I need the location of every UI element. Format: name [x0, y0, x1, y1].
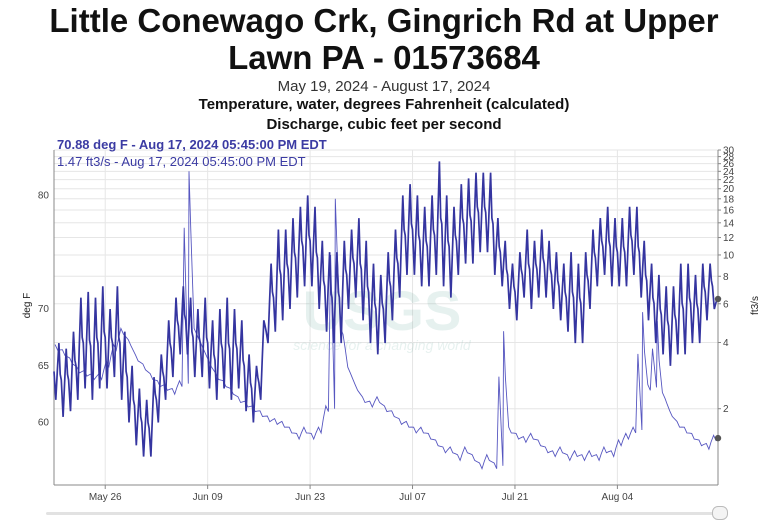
x-tick-label: Jun 23 [295, 492, 325, 503]
y-right-tick-label: 8 [723, 272, 729, 283]
date-range: May 19, 2024 - August 17, 2024 [277, 78, 491, 95]
y-left-tick-label: 80 [38, 190, 50, 201]
y-right-tick-label: 20 [723, 184, 735, 195]
x-tick-label: Jun 09 [193, 492, 223, 503]
time-scrollbar-handle[interactable] [712, 506, 728, 520]
x-tick-label: Aug 04 [602, 492, 634, 503]
axes [53, 150, 719, 486]
time-scrollbar-track[interactable] [46, 512, 722, 515]
chart-title-line-1: Little Conewago Crk, Gingrich Rd at Uppe… [49, 2, 719, 39]
chart-title-line-2: Lawn PA - 01573684 [228, 39, 540, 76]
y-right-tick-label: 6 [723, 299, 729, 310]
y-right-tick-label: 26 [723, 159, 735, 170]
y-right-tick-label: 22 [723, 175, 735, 186]
y-axis-left-ticks: 60 65 70 80 [38, 190, 50, 428]
y-right-tick-label: 28 [723, 152, 735, 163]
y-right-tick-label: 30 [723, 146, 735, 157]
y-left-tick-label: 65 [38, 361, 50, 372]
y-right-tick-label: 16 [723, 206, 735, 217]
y-right-tick-label: 18 [723, 194, 735, 205]
x-tick-label: Jul 07 [399, 492, 426, 503]
y-axis-left-label: deg F [22, 293, 33, 319]
discharge-readout: 1.47 ft3/s - Aug 17, 2024 05:45:00 PM ED… [57, 154, 306, 169]
temperature-current-point [714, 295, 722, 303]
watermark-tagline: science for a changing world [293, 337, 472, 353]
x-tick-label: May 26 [89, 492, 122, 503]
discharge-current-point [714, 434, 722, 442]
parameter-temperature: Temperature, water, degrees Fahrenheit (… [198, 96, 570, 113]
x-tick-label: Jul 21 [502, 492, 529, 503]
y-right-tick-label: 24 [723, 167, 735, 178]
temperature-readout: 70.88 deg F - Aug 17, 2024 05:45:00 PM E… [57, 137, 327, 152]
x-axis-ticks: May 26 Jun 09 Jun 23 Jul 07 Jul 21 Aug 04 [89, 485, 634, 503]
y-right-tick-label: 2 [723, 404, 729, 415]
y-axis-right-label: ft3/s [750, 296, 761, 315]
y-right-tick-label: 4 [723, 338, 729, 349]
series-line-temperature [53, 161, 719, 457]
parameter-discharge: Discharge, cubic feet per second [266, 116, 502, 133]
y-right-tick-label: 14 [723, 218, 735, 229]
y-left-tick-label: 60 [38, 418, 50, 429]
y-right-tick-label: 10 [723, 250, 735, 261]
y-right-tick-label: 12 [723, 233, 735, 244]
y-left-tick-label: 70 [38, 304, 50, 315]
